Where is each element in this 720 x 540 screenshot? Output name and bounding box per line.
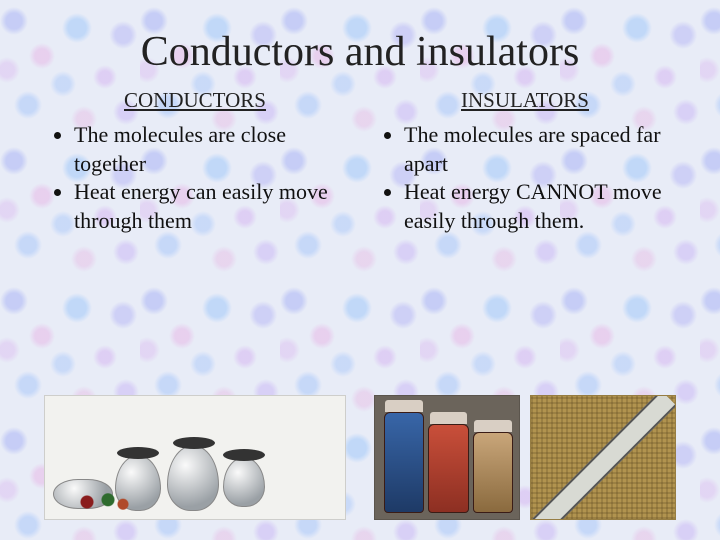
insulators-bullets: The molecules are spaced far apart Heat … <box>374 121 676 235</box>
columns: CONDUCTORS The molecules are close toget… <box>44 88 676 520</box>
thermos-image <box>374 395 520 520</box>
conductors-bullets: The molecules are close together Heat en… <box>44 121 346 235</box>
slide: Conductors and insulators CONDUCTORS The… <box>0 0 720 540</box>
conductors-bullet-1: The molecules are close together <box>74 121 346 178</box>
insulators-bullet-2: Heat energy CANNOT move easily through t… <box>404 178 676 235</box>
right-column: INSULATORS The molecules are spaced far … <box>374 88 676 520</box>
left-column: CONDUCTORS The molecules are close toget… <box>44 88 346 520</box>
conductors-heading: CONDUCTORS <box>44 88 346 113</box>
conductors-bullet-2: Heat energy can easily move through them <box>74 178 346 235</box>
cookware-image <box>44 395 346 520</box>
cloth-image <box>530 395 676 520</box>
insulators-heading: INSULATORS <box>374 88 676 113</box>
slide-title: Conductors and insulators <box>44 28 676 76</box>
insulators-image-row <box>374 395 676 520</box>
insulators-bullet-1: The molecules are spaced far apart <box>404 121 676 178</box>
conductors-image-row <box>44 395 346 520</box>
